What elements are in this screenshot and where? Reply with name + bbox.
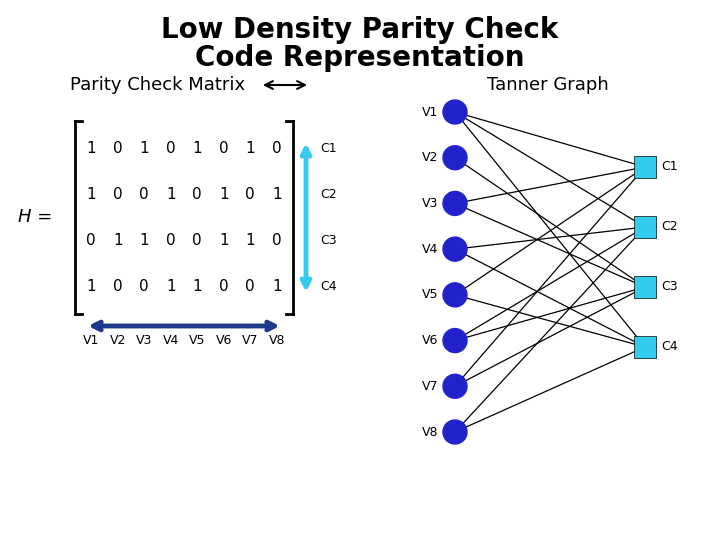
- Text: C2: C2: [320, 188, 337, 201]
- Text: 1: 1: [246, 233, 255, 248]
- Text: V2: V2: [422, 151, 438, 164]
- Text: 0: 0: [166, 233, 176, 248]
- Text: C3: C3: [320, 234, 337, 247]
- Text: 0: 0: [113, 140, 122, 156]
- Text: 1: 1: [86, 187, 96, 202]
- Circle shape: [443, 283, 467, 307]
- Bar: [634, 216, 656, 238]
- Text: V6: V6: [215, 334, 232, 347]
- Bar: [634, 336, 656, 358]
- Text: Code Representation: Code Representation: [195, 44, 525, 72]
- Text: 1: 1: [272, 279, 282, 294]
- Text: H =: H =: [17, 208, 52, 226]
- Bar: [634, 156, 656, 178]
- Text: V3: V3: [422, 197, 438, 210]
- Text: 0: 0: [192, 233, 202, 248]
- Text: 1: 1: [219, 233, 228, 248]
- Text: Low Density Parity Check: Low Density Parity Check: [161, 16, 559, 44]
- Circle shape: [443, 374, 467, 399]
- Text: V4: V4: [163, 334, 179, 347]
- Text: V1: V1: [422, 105, 438, 118]
- Text: V2: V2: [109, 334, 126, 347]
- Circle shape: [443, 100, 467, 124]
- Text: V4: V4: [422, 242, 438, 255]
- Circle shape: [443, 237, 467, 261]
- Text: 1: 1: [140, 233, 149, 248]
- Text: 0: 0: [140, 187, 149, 202]
- Text: 0: 0: [113, 279, 122, 294]
- Circle shape: [443, 420, 467, 444]
- Circle shape: [443, 146, 467, 170]
- Text: V7: V7: [242, 334, 258, 347]
- Text: 0: 0: [246, 279, 255, 294]
- Text: 1: 1: [140, 140, 149, 156]
- Text: V7: V7: [421, 380, 438, 393]
- Text: V8: V8: [269, 334, 285, 347]
- Circle shape: [443, 328, 467, 353]
- Text: V3: V3: [136, 334, 153, 347]
- Text: V5: V5: [421, 288, 438, 301]
- Text: 1: 1: [219, 187, 228, 202]
- Text: C1: C1: [661, 160, 678, 173]
- Text: 0: 0: [272, 233, 282, 248]
- Text: C2: C2: [661, 220, 678, 233]
- Text: C1: C1: [320, 141, 337, 154]
- Text: 0: 0: [166, 140, 176, 156]
- Text: Tanner Graph: Tanner Graph: [487, 76, 609, 94]
- Text: V5: V5: [189, 334, 205, 347]
- Text: 0: 0: [219, 140, 228, 156]
- Text: V8: V8: [421, 426, 438, 438]
- Text: 1: 1: [166, 279, 176, 294]
- Text: V6: V6: [422, 334, 438, 347]
- Text: C4: C4: [661, 341, 678, 354]
- Circle shape: [443, 191, 467, 215]
- Text: 1: 1: [192, 140, 202, 156]
- Text: 1: 1: [246, 140, 255, 156]
- Text: 0: 0: [272, 140, 282, 156]
- Bar: [634, 276, 656, 298]
- Text: 0: 0: [86, 233, 96, 248]
- Text: 1: 1: [192, 279, 202, 294]
- Text: C3: C3: [661, 280, 678, 294]
- Text: 1: 1: [113, 233, 122, 248]
- Text: 0: 0: [113, 187, 122, 202]
- Text: 0: 0: [140, 279, 149, 294]
- Text: 1: 1: [86, 140, 96, 156]
- Text: Parity Check Matrix: Parity Check Matrix: [71, 76, 246, 94]
- Text: 0: 0: [219, 279, 228, 294]
- Text: 0: 0: [192, 187, 202, 202]
- Text: 1: 1: [272, 187, 282, 202]
- Text: 1: 1: [166, 187, 176, 202]
- Text: 0: 0: [246, 187, 255, 202]
- Text: C4: C4: [320, 280, 337, 293]
- Text: 1: 1: [86, 279, 96, 294]
- Text: V1: V1: [83, 334, 99, 347]
